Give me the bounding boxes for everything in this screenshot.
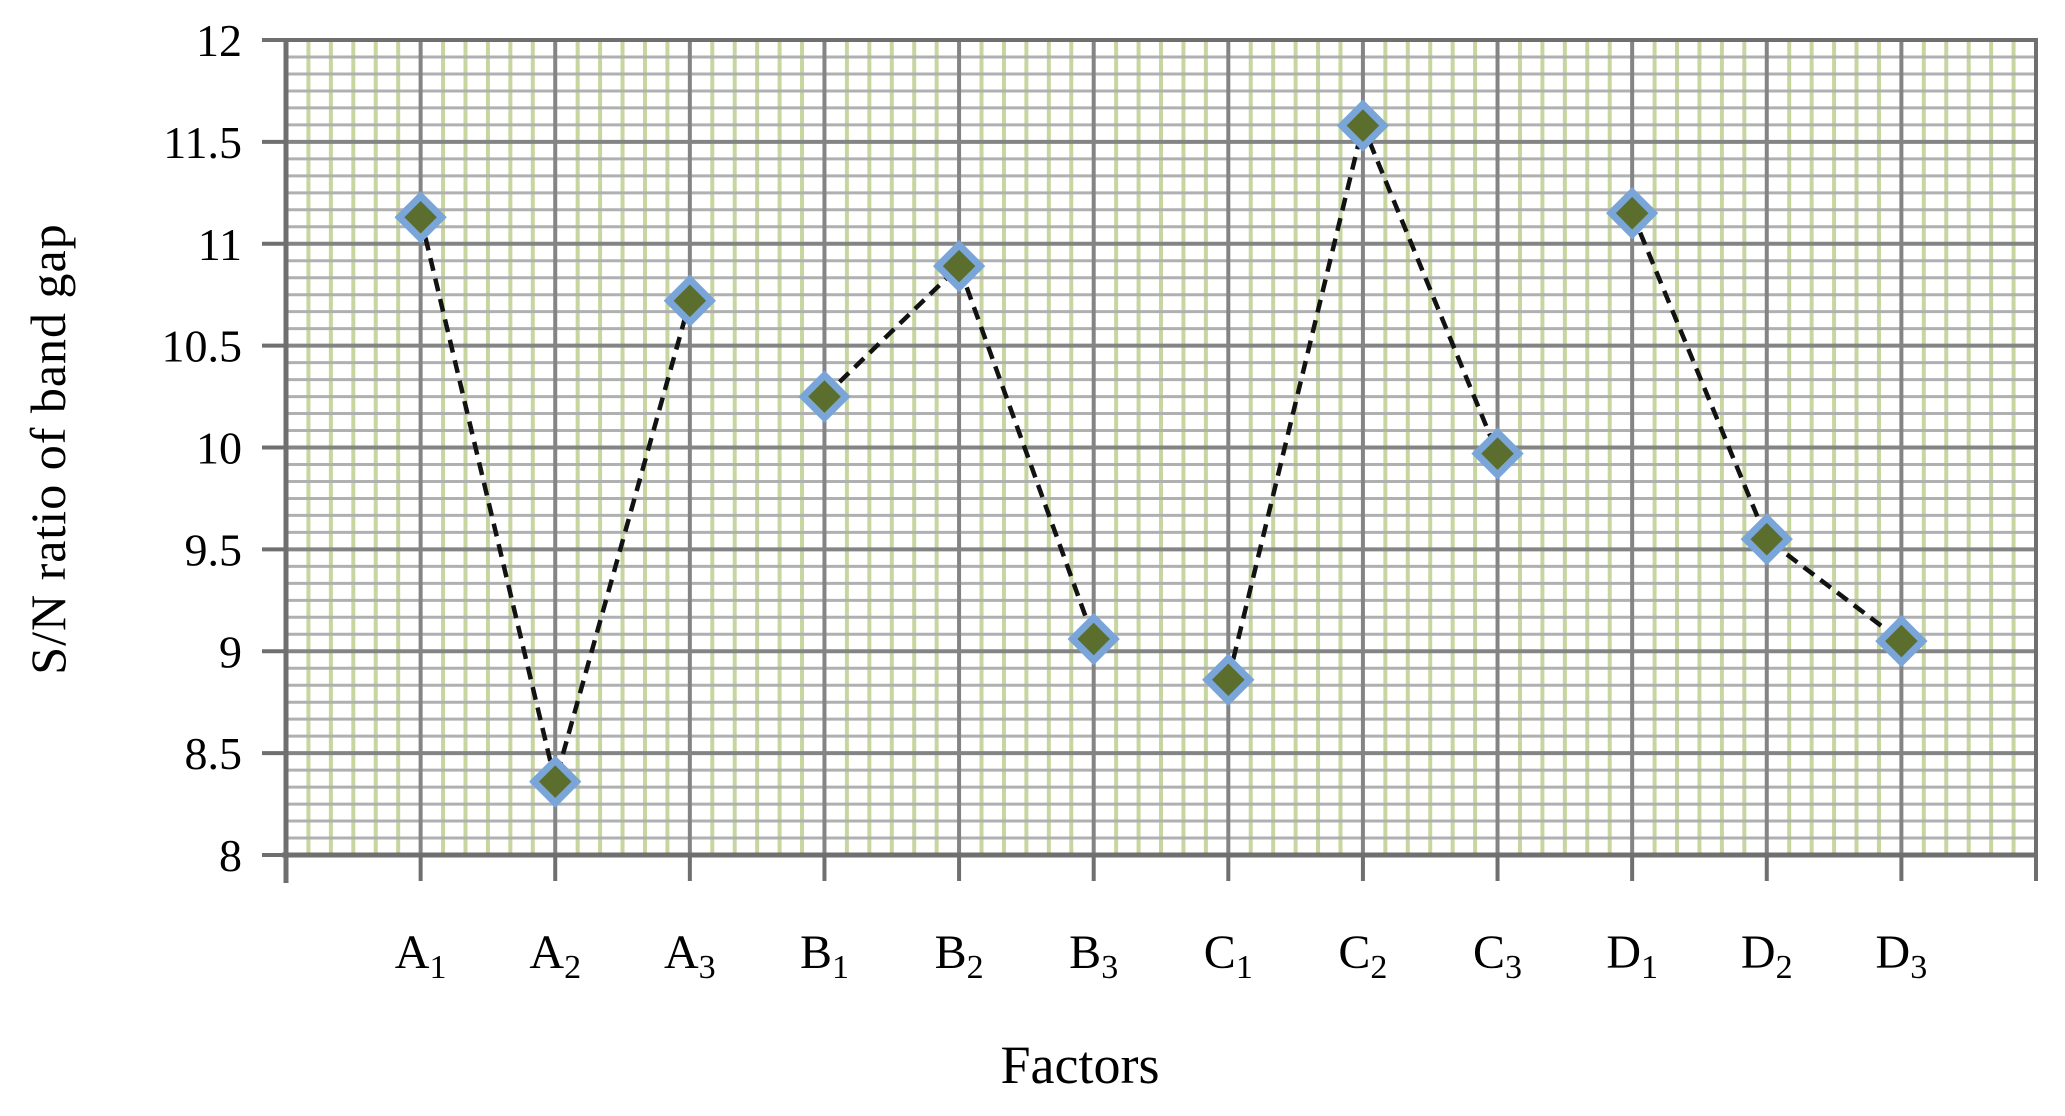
- y-tick-label: 8.5: [185, 728, 243, 779]
- x-category-label: C2: [1338, 926, 1387, 986]
- data-point-marker: [1740, 513, 1793, 566]
- data-point-marker: [663, 274, 717, 327]
- y-tick-label: 11.5: [163, 117, 242, 168]
- data-point-marker: [932, 239, 986, 293]
- data-point-marker: [394, 191, 447, 244]
- y-tick-label: 12: [196, 15, 242, 66]
- data-point-marker: [1336, 99, 1390, 152]
- x-category-label: C3: [1473, 926, 1522, 986]
- data-point-marker: [1471, 427, 1524, 480]
- y-tick-label: 8: [219, 830, 242, 881]
- y-tick-label: 10: [196, 423, 242, 474]
- y-tick-label: 11: [198, 219, 242, 270]
- y-tick-label: 9: [219, 626, 242, 677]
- data-point-marker: [529, 755, 582, 808]
- series-line: [822, 262, 1096, 640]
- y-tick-label: 10.5: [162, 321, 243, 372]
- data-point-marker: [1875, 614, 1928, 668]
- x-category-label: D1: [1606, 926, 1658, 986]
- x-category-label: D2: [1741, 926, 1793, 986]
- x-category-label: A1: [395, 926, 447, 986]
- x-axis-title: Factors: [1000, 1035, 1160, 1095]
- x-category-label: A2: [529, 926, 581, 986]
- data-point-marker: [1067, 612, 1120, 666]
- data-point-marker: [1202, 653, 1255, 706]
- y-tick-label: 9.5: [185, 524, 243, 575]
- x-category-label: B3: [1069, 926, 1118, 986]
- data-point-marker: [798, 370, 851, 423]
- x-category-label: A3: [664, 926, 716, 986]
- x-category-label: D3: [1876, 926, 1928, 986]
- x-category-label: C1: [1204, 926, 1253, 986]
- series-line: [418, 216, 693, 791]
- x-category-label: B1: [800, 926, 849, 986]
- data-point-marker: [1605, 187, 1659, 240]
- x-category-label: B2: [935, 926, 984, 986]
- series-line: [1630, 212, 1903, 643]
